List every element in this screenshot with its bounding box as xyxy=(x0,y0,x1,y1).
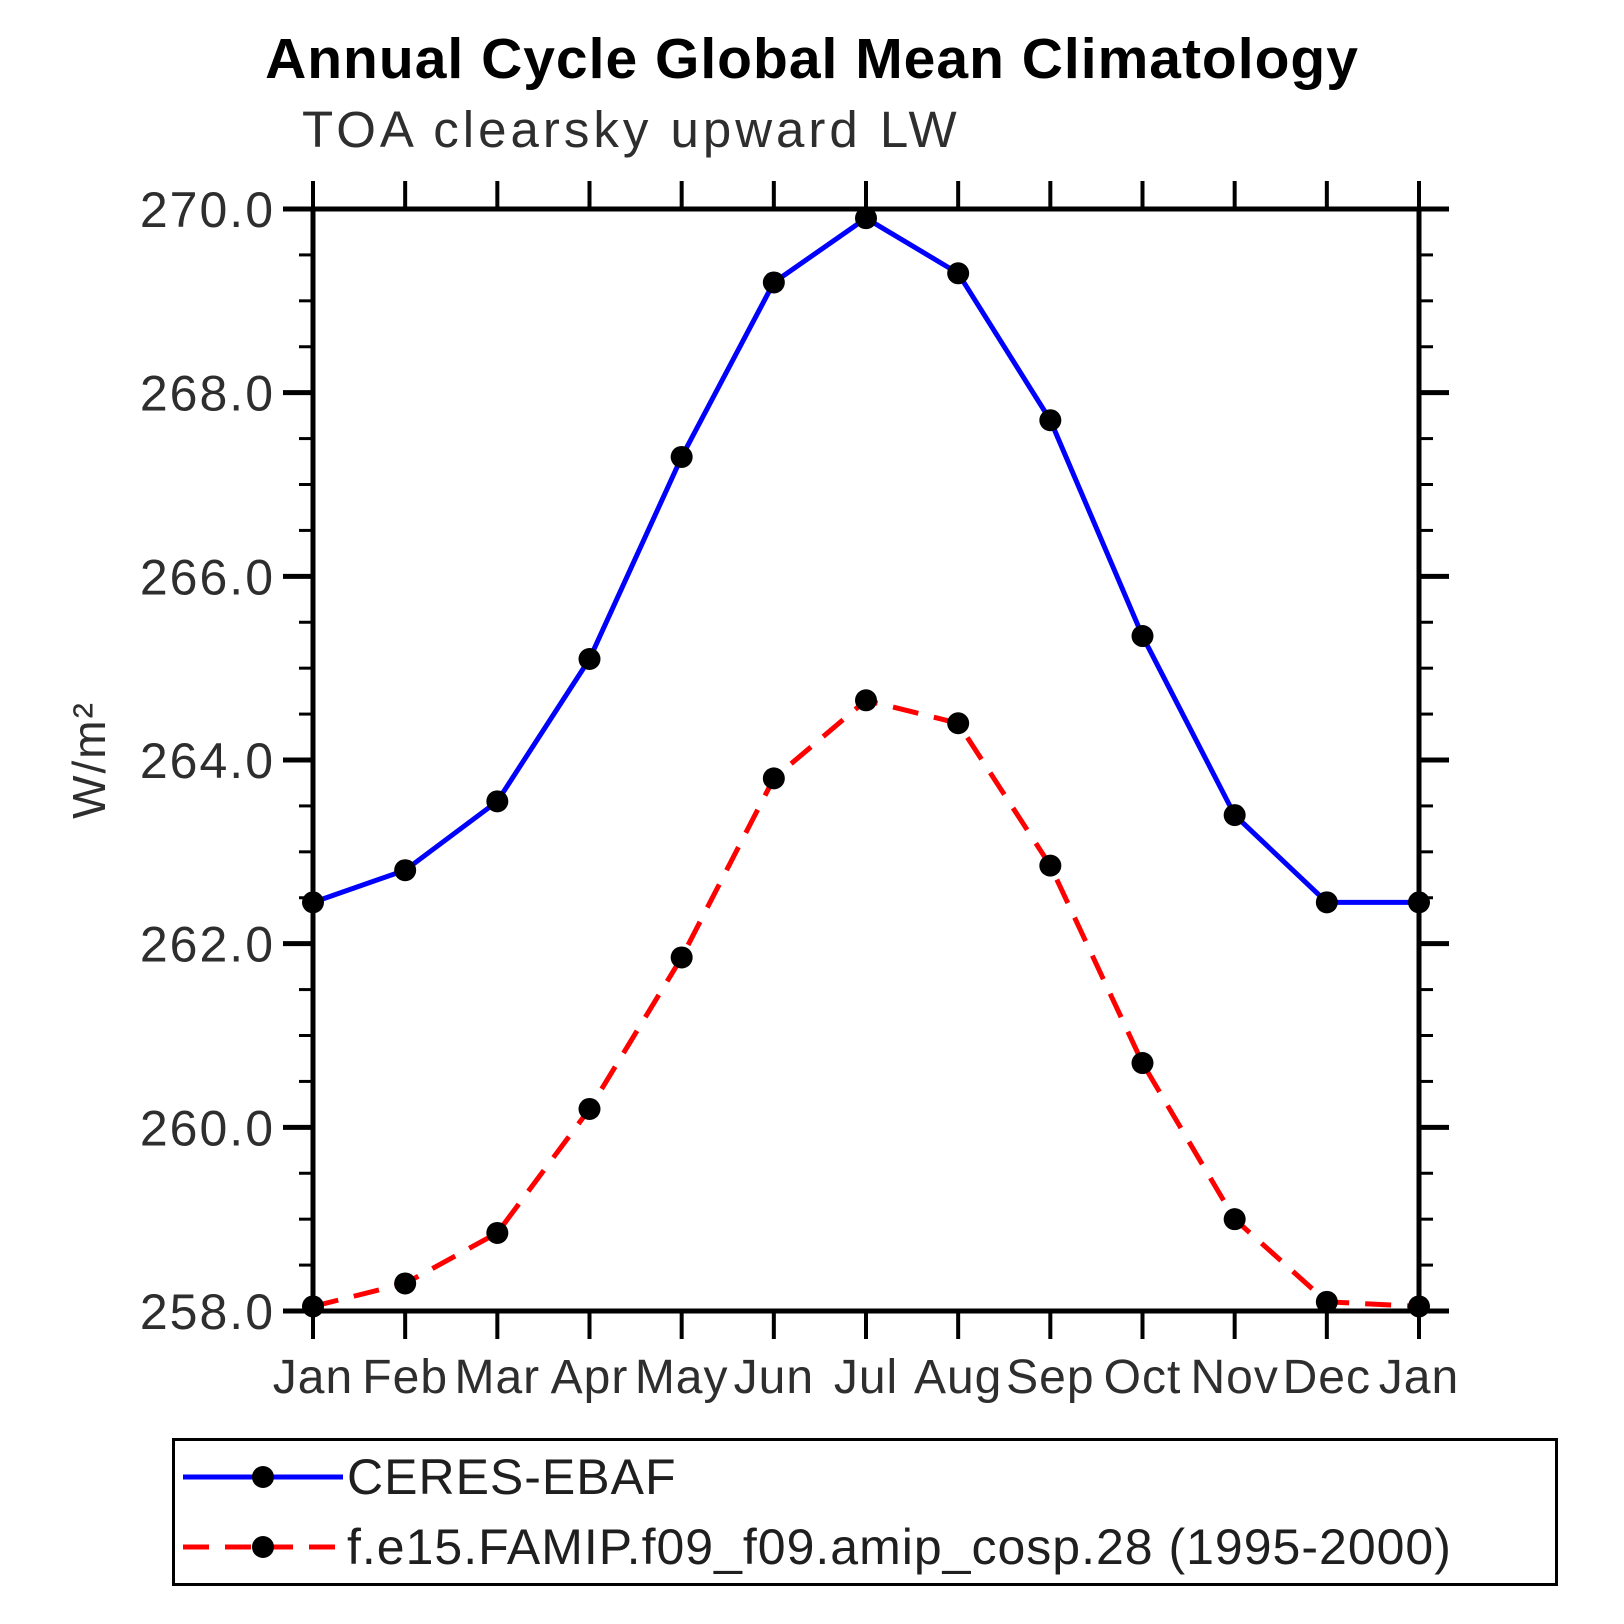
plot-border xyxy=(310,206,1422,1314)
blue-solid-line-marker-icon xyxy=(183,1466,343,1488)
y-tick-label: 258.0 xyxy=(140,1284,275,1340)
data-point-marker xyxy=(670,445,693,468)
data-point-marker xyxy=(1315,1290,1338,1313)
data-point-marker xyxy=(1408,1295,1430,1318)
x-tick-label: Oct xyxy=(1104,1351,1182,1404)
data-point-marker xyxy=(670,946,693,969)
data-point-marker xyxy=(762,271,785,294)
y-tick-label: 262.0 xyxy=(140,917,275,973)
x-tick-label: Aug xyxy=(914,1351,1002,1404)
x-tick-label: Sep xyxy=(1006,1351,1094,1404)
legend-item-model: f.e15.FAMIP.f09_f09.amip_cosp.28 (1995-2… xyxy=(181,1519,1555,1575)
y-tick-label: 266.0 xyxy=(140,549,275,605)
red-dashed-line-marker-icon xyxy=(183,1536,343,1558)
data-point-marker xyxy=(1039,854,1062,877)
data-point-marker xyxy=(1223,1208,1246,1231)
data-point-marker xyxy=(302,891,324,914)
data-point-marker xyxy=(1131,625,1154,648)
x-tick-label: Mar xyxy=(454,1351,540,1404)
data-point-marker xyxy=(1315,891,1338,914)
x-tick-label: Nov xyxy=(1190,1351,1278,1404)
x-tick-label: May xyxy=(635,1351,729,1404)
data-point-marker xyxy=(578,1097,601,1120)
y-tick-label: 264.0 xyxy=(140,733,275,789)
legend: CERES-EBAF f.e15.FAMIP.f09_f09.amip_cosp… xyxy=(172,1438,1558,1586)
data-point-marker xyxy=(578,647,601,670)
chart-subtitle: TOA clearsky upward LW xyxy=(302,101,961,158)
data-point-marker xyxy=(762,767,785,790)
y-tick-label: 268.0 xyxy=(140,366,275,422)
data-point-marker xyxy=(394,1272,417,1295)
data-point-marker xyxy=(947,712,970,735)
data-point-marker xyxy=(1223,804,1246,827)
data-point-marker xyxy=(1131,1052,1154,1075)
data-point-marker xyxy=(1039,409,1062,432)
data-point-marker xyxy=(855,689,877,712)
legend-item-ceres-ebaf: CERES-EBAF xyxy=(181,1449,1555,1505)
data-point-marker xyxy=(947,262,970,285)
x-tick-label: Apr xyxy=(551,1351,629,1404)
x-tick-label: Jan xyxy=(1379,1351,1459,1404)
data-point-marker xyxy=(486,1221,509,1244)
x-tick-label: Jun xyxy=(734,1351,814,1404)
data-point-marker xyxy=(394,859,417,882)
data-point-marker xyxy=(486,790,509,813)
legend-label-model: f.e15.FAMIP.f09_f09.amip_cosp.28 (1995-2… xyxy=(347,1519,1452,1575)
y-tick-label: 270.0 xyxy=(140,182,275,238)
y-tick-label: 260.0 xyxy=(140,1100,275,1156)
x-tick-label: Dec xyxy=(1283,1351,1371,1404)
series-line xyxy=(312,215,1419,905)
data-point-marker xyxy=(855,207,877,230)
x-tick-label: Jan xyxy=(273,1351,353,1404)
legend-label-ceres-ebaf: CERES-EBAF xyxy=(347,1449,677,1505)
series-line xyxy=(312,697,1420,1309)
x-tick-label: Feb xyxy=(362,1351,448,1404)
chart-title: Annual Cycle Global Mean Climatology xyxy=(265,27,1359,91)
data-point-marker xyxy=(1408,891,1430,914)
x-tick-label: Jul xyxy=(834,1351,898,1404)
data-point-marker xyxy=(302,1295,324,1318)
